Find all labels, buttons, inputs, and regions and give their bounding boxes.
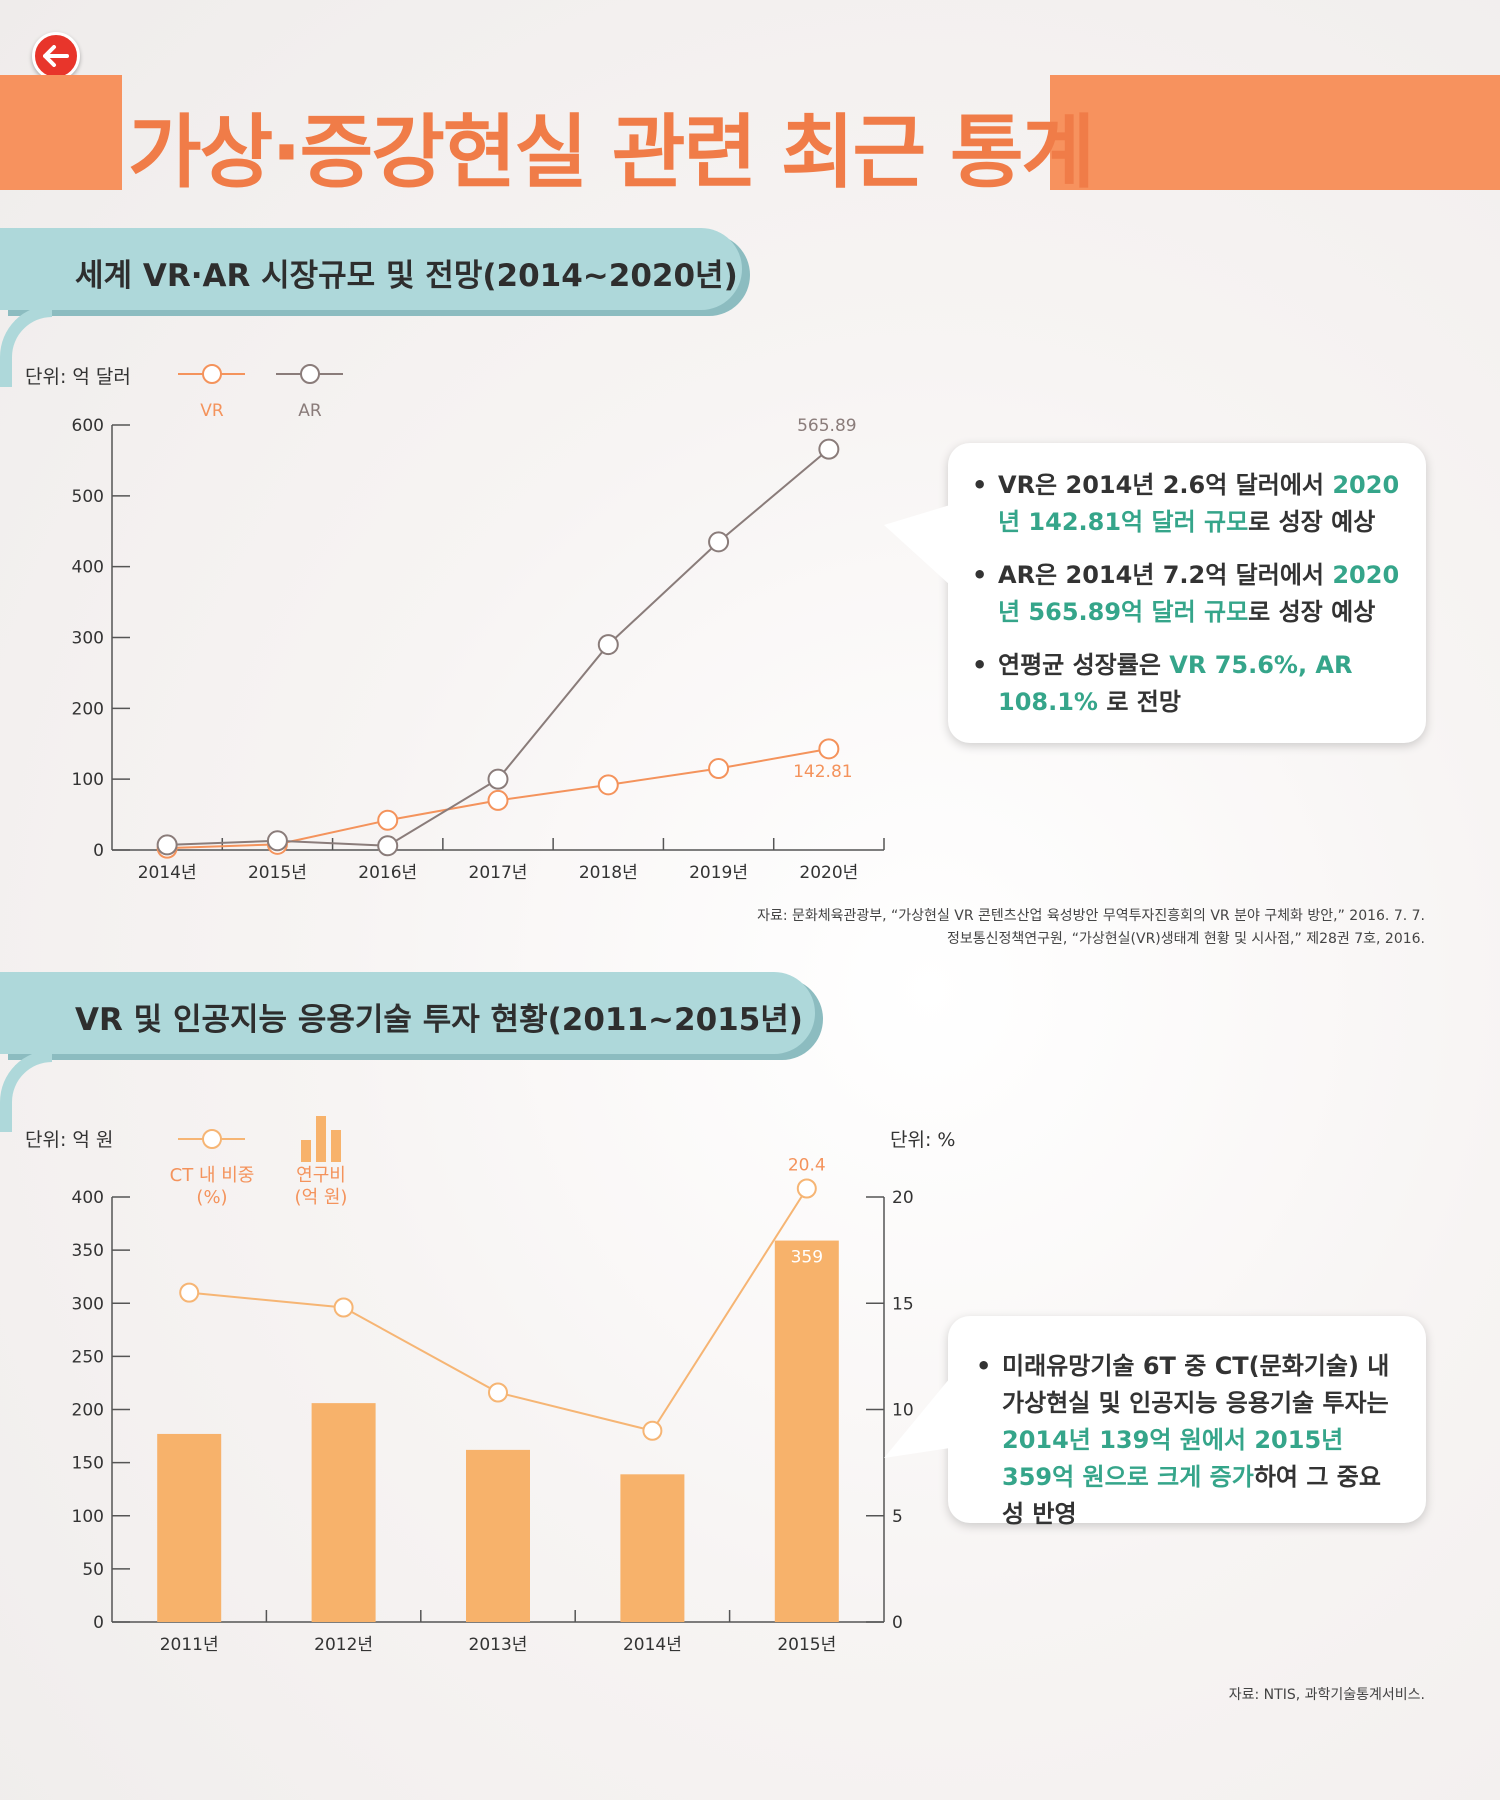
chart1-x-tick-label: 2020년 [799, 863, 858, 883]
chart2-share-point [796, 1178, 817, 1199]
chart2-legend [178, 1116, 341, 1162]
chart2-share-point [179, 1282, 200, 1303]
section2-heading-bar: VR 및 인공지능 응용기술 투자 현황(2011~2015년) [0, 972, 815, 1054]
title-bar-right [1050, 75, 1500, 190]
chart2-y-tick-label-left: 150 [72, 1454, 104, 1474]
chart2-bar [157, 1433, 222, 1622]
callout1-tail [884, 505, 950, 585]
chart2-bar [620, 1474, 685, 1622]
chart2-y-tick-label-left: 50 [82, 1560, 104, 1580]
chart2-y-tick-label-left: 0 [93, 1613, 104, 1633]
chart2-y-tick-label-right: 10 [892, 1401, 914, 1421]
chart2-y-tick-label-right: 20 [892, 1188, 914, 1208]
chart1-svg: VR AR 0 100 200 300 400 500 600 2014년 2015년 2016년… [72, 364, 885, 883]
chart2-bar [466, 1449, 530, 1622]
chart2-share-point [642, 1420, 663, 1441]
chart1-x-tick-label: 2015년 [248, 863, 307, 883]
chart1-point-ar [156, 834, 178, 856]
title-bar-left [0, 75, 122, 190]
chart1-point-ar [377, 835, 399, 857]
callout-bullet: AR은 2014년 7.2억 달러에서 2020년 565.89억 달러 규모로… [972, 557, 1402, 631]
chart1-x-tick-label: 2019년 [689, 863, 748, 883]
chart2-unit-left: 단위: 억 원 [25, 1129, 114, 1151]
chart1-x-tick-label: 2014년 [138, 863, 197, 883]
chart2-bar [774, 1240, 839, 1622]
chart1-point-vr [597, 774, 619, 796]
section2-heading: VR 및 인공지능 응용기술 투자 현황(2011~2015년) [75, 1002, 803, 1038]
chart1-data-label-ar: 565.89 [797, 416, 856, 436]
chart2-share-point [488, 1382, 508, 1403]
chart2-y-tick-label-left: 400 [72, 1188, 104, 1208]
chart2-x-tick-label: 2014년 [623, 1635, 682, 1655]
legend-budget-label: 연구비 (억 원) [294, 1165, 348, 1208]
callout-investment: 미래유망기술 6T 중 CT(문화기술) 내 가상현실 및 인공지능 응용기술 … [948, 1316, 1426, 1528]
chart1-y-tick-label: 600 [72, 416, 104, 436]
back-button[interactable] [32, 32, 80, 80]
chart2-bar [311, 1403, 376, 1622]
chart1-unit: 단위: 억 달러 [25, 366, 131, 388]
chart1-point-ar [818, 438, 840, 460]
chart1-y-tick-label: 200 [72, 699, 104, 719]
chart2-y-tick-label-left: 350 [72, 1241, 104, 1261]
chart2-svg: 0 50 100 150 200 250 300 350 400 0 5 10 15 20 2011년 201… [72, 1116, 914, 1655]
page-title: 가상·증강현실 관련 최근 통계 [128, 106, 1095, 199]
chart2-x-tick-label: 2015년 [777, 1635, 836, 1655]
chart1-point-ar [266, 830, 288, 852]
callout-bullet: 연평균 성장률은 VR 75.6%, AR 108.1% 로 전망 [972, 647, 1402, 721]
chart2-x-tick-label: 2011년 [160, 1635, 219, 1655]
legend-share-label: CT 내 비중 (%) [169, 1165, 255, 1208]
chart2-share-label: 20.4 [788, 1156, 826, 1176]
chart1-point-ar [597, 634, 619, 656]
chart1-y-tick-label: 500 [72, 487, 104, 507]
section1-heading: 세계 VR·AR 시장규모 및 전망(2014~2020년) [75, 258, 738, 294]
chart1-point-vr [487, 789, 509, 811]
section1-source-1: 자료: 문화체육관광부, “가상현실 VR 콘텐츠산업 육성방안 무역투자진흥회… [757, 908, 1425, 924]
chart2-y-tick-label-left: 300 [72, 1294, 104, 1314]
chart1-y-tick-label: 0 [93, 841, 104, 861]
chart1-y-tick-label: 300 [72, 629, 104, 649]
callout2-tail [884, 1378, 950, 1458]
chart2-bar-label: 359 [791, 1248, 823, 1268]
chart1-point-vr [708, 758, 730, 780]
chart1-x-tick-label: 2018년 [579, 863, 638, 883]
chart2-share-point [333, 1297, 354, 1318]
chart2-y-tick-label-left: 200 [72, 1401, 104, 1421]
chart1-point-vr [377, 809, 399, 831]
chart2-x-tick-label: 2013년 [469, 1635, 528, 1655]
chart1-data-label-vr: 142.81 [793, 762, 852, 782]
legend-vr-label: VR [200, 401, 224, 421]
chart1-y-tick-label: 100 [72, 770, 104, 790]
chart2-y-tick-label-right: 15 [892, 1294, 914, 1314]
chart1-x-tick-label: 2016년 [358, 863, 417, 883]
chart1-x-tick-label: 2017년 [469, 863, 528, 883]
chart1-legend: VR AR [178, 364, 343, 421]
chart2-y-tick-label-left: 100 [72, 1507, 104, 1527]
chart2-y-tick-label-right: 5 [892, 1507, 903, 1527]
callout-vr-ar: VR은 2014년 2.6억 달러에서 2020년 142.81억 달러 규모로… [948, 443, 1426, 743]
chart2-y-tick-label-right: 0 [892, 1613, 903, 1633]
chart1-point-ar [487, 768, 509, 790]
chart2-unit-right: 단위: % [890, 1129, 956, 1151]
chart1-point-vr [818, 738, 840, 760]
callout-bullet: 미래유망기술 6T 중 CT(문화기술) 내 가상현실 및 인공지능 응용기술 … [976, 1348, 1401, 1533]
callout-bullet: VR은 2014년 2.6억 달러에서 2020년 142.81억 달러 규모로… [972, 467, 1402, 541]
section1-heading-bar: 세계 VR·AR 시장규모 및 전망(2014~2020년) [0, 228, 742, 310]
chart1-point-ar [708, 531, 730, 553]
section2-source: 자료: NTIS, 과학기술통계서비스. [1228, 1687, 1425, 1703]
legend-ar-label: AR [298, 401, 322, 421]
chart2-x-tick-label: 2012년 [314, 1635, 373, 1655]
chart1-y-tick-label: 400 [72, 558, 104, 578]
arrow-left-icon [43, 45, 69, 67]
section1-source-2: 정보통신정책연구원, “가상현실(VR)생태계 현황 및 시사점,” 제28권 … [946, 931, 1425, 947]
chart2-y-tick-label-left: 250 [72, 1347, 104, 1367]
